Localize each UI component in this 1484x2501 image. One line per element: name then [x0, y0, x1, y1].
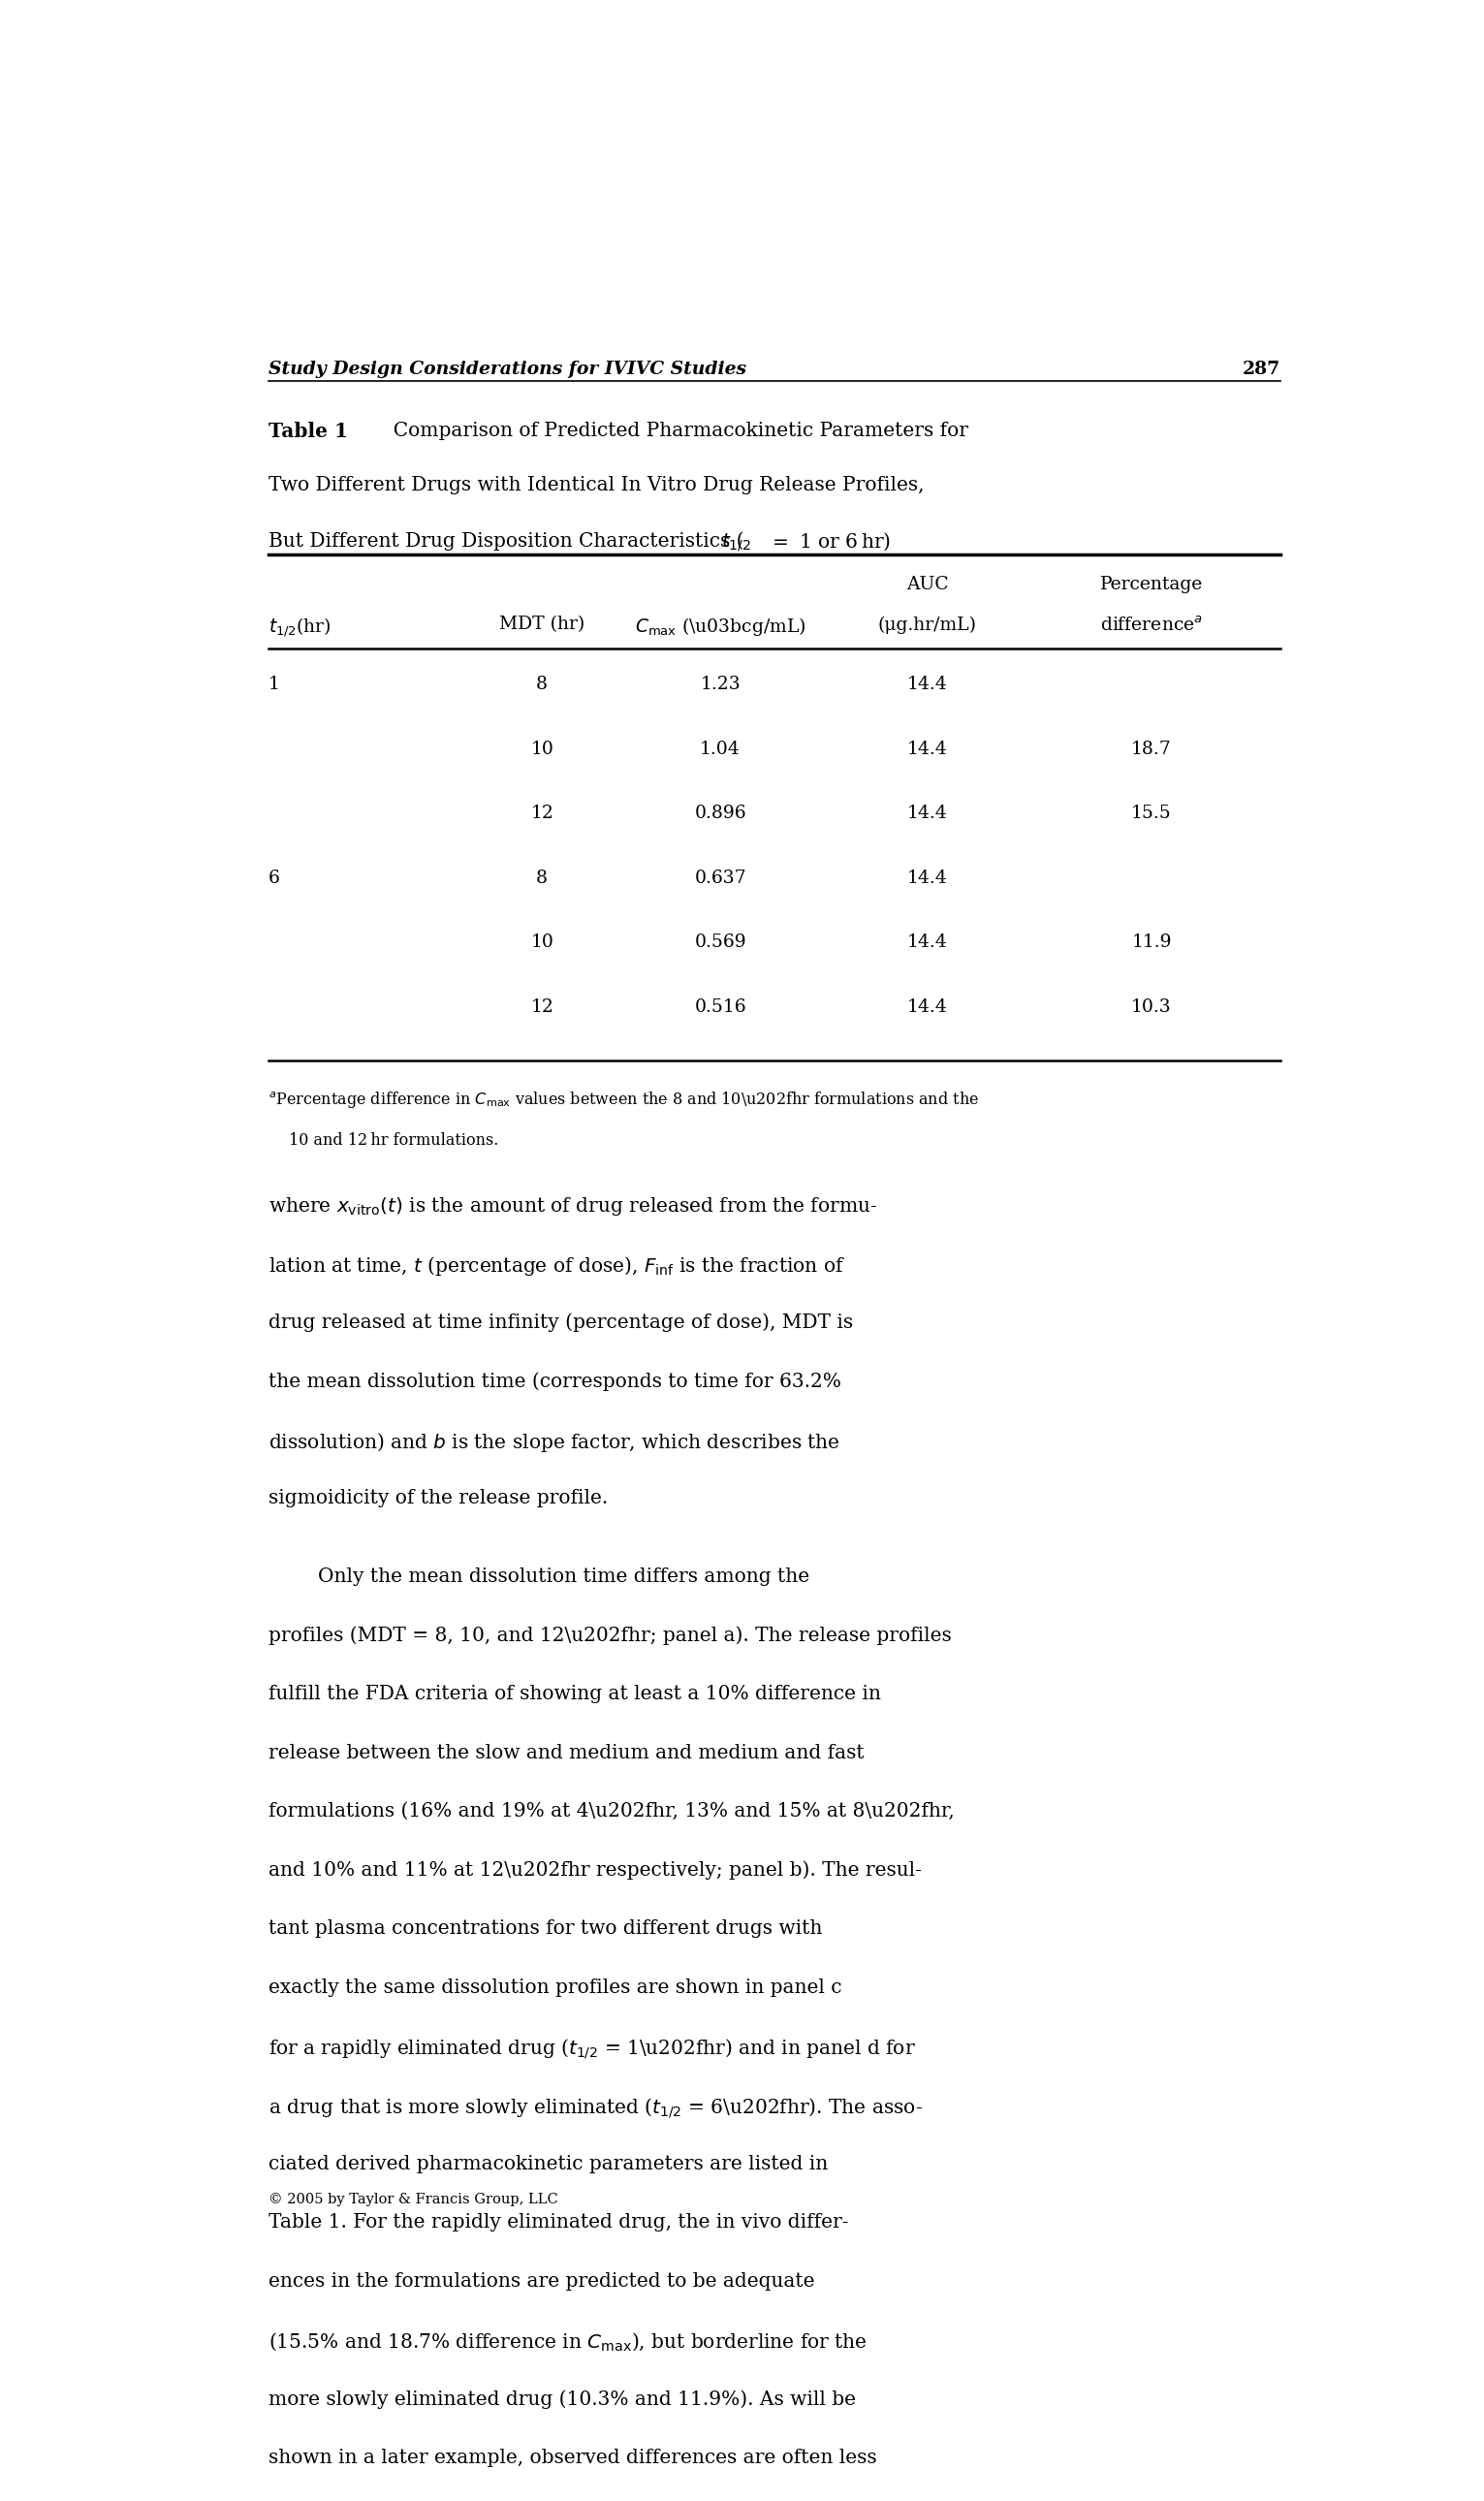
Text: 14.4: 14.4: [907, 740, 948, 758]
Text: 1.04: 1.04: [700, 740, 741, 758]
Text: AUC: AUC: [907, 575, 948, 593]
Text: formulations (16% and 19% at 4\u202fhr, 13% and 15% at 8\u202fhr,: formulations (16% and 19% at 4\u202fhr, …: [269, 1803, 954, 1821]
Text: where $x_\mathrm{vitro}(t)$ is the amount of drug released from the formu-: where $x_\mathrm{vitro}(t)$ is the amoun…: [269, 1195, 877, 1218]
Text: 14.4: 14.4: [907, 933, 948, 950]
Text: for a rapidly eliminated drug ($t_{1/2}$ = 1\u202fhr) and in panel d for: for a rapidly eliminated drug ($t_{1/2}$…: [269, 2038, 916, 2061]
Text: $^a$Percentage difference in $C_{\mathrm{max}}$ values between the 8 and 10\u202: $^a$Percentage difference in $C_{\mathrm…: [269, 1090, 979, 1110]
Text: fulfill the FDA criteria of showing at least a 10% difference in: fulfill the FDA criteria of showing at l…: [269, 1686, 881, 1703]
Text: 11.9: 11.9: [1131, 933, 1172, 950]
Text: 14.4: 14.4: [907, 675, 948, 693]
Text: and 10% and 11% at 12\u202fhr respectively; panel b). The resul-: and 10% and 11% at 12\u202fhr respective…: [269, 1861, 922, 1881]
Text: ciated derived pharmacokinetic parameters are listed in: ciated derived pharmacokinetic parameter…: [269, 2156, 828, 2173]
Text: release between the slow and medium and medium and fast: release between the slow and medium and …: [269, 1743, 864, 1761]
Text: shown in a later example, observed differences are often less: shown in a later example, observed diffe…: [269, 2448, 877, 2466]
Text: $C_{\mathrm{max}}$ (\u03bcg/mL): $C_{\mathrm{max}}$ (\u03bcg/mL): [635, 615, 806, 638]
Text: Percentage: Percentage: [1100, 575, 1204, 593]
Text: 0.569: 0.569: [695, 933, 746, 950]
Text: But Different Drug Disposition Characteristics (: But Different Drug Disposition Character…: [269, 530, 743, 550]
Text: $=$ 1 or 6 hr): $=$ 1 or 6 hr): [769, 530, 890, 553]
Text: 10 and 12 hr formulations.: 10 and 12 hr formulations.: [289, 1133, 499, 1148]
Text: 0.896: 0.896: [695, 805, 746, 823]
Text: (15.5% and 18.7% difference in $C_\mathrm{max}$), but borderline for the: (15.5% and 18.7% difference in $C_\mathr…: [269, 2331, 867, 2353]
Text: 18.7: 18.7: [1131, 740, 1172, 758]
Text: 14.4: 14.4: [907, 998, 948, 1015]
Text: 0.516: 0.516: [695, 998, 746, 1015]
Text: the mean dissolution time (corresponds to time for 63.2%: the mean dissolution time (corresponds t…: [269, 1373, 841, 1391]
Text: 10: 10: [530, 933, 554, 950]
Text: Two Different Drugs with Identical In Vitro Drug Release Profiles,: Two Different Drugs with Identical In Vi…: [269, 475, 925, 495]
Text: a drug that is more slowly eliminated ($t_{1/2}$ = 6\u202fhr). The asso-: a drug that is more slowly eliminated ($…: [269, 2096, 923, 2121]
Text: 6: 6: [269, 870, 280, 888]
Text: 8: 8: [536, 675, 548, 693]
Text: 10: 10: [530, 740, 554, 758]
Text: 0.637: 0.637: [695, 870, 746, 888]
Text: 8: 8: [536, 870, 548, 888]
Text: profiles (MDT = 8, 10, and 12\u202fhr; panel a). The release profiles: profiles (MDT = 8, 10, and 12\u202fhr; p…: [269, 1626, 951, 1646]
Text: © 2005 by Taylor & Francis Group, LLC: © 2005 by Taylor & Francis Group, LLC: [269, 2193, 558, 2206]
Text: 287: 287: [1242, 360, 1281, 378]
Text: sigmoidicity of the release profile.: sigmoidicity of the release profile.: [269, 1488, 608, 1508]
Text: 12: 12: [530, 998, 554, 1015]
Text: tant plasma concentrations for two different drugs with: tant plasma concentrations for two diffe…: [269, 1921, 822, 1938]
Text: difference$^a$: difference$^a$: [1100, 615, 1204, 635]
Text: Only the mean dissolution time differs among the: Only the mean dissolution time differs a…: [269, 1568, 809, 1586]
Text: MDT (hr): MDT (hr): [499, 615, 585, 633]
Text: exactly the same dissolution profiles are shown in panel c: exactly the same dissolution profiles ar…: [269, 1978, 841, 1996]
Text: Comparison of Predicted Pharmacokinetic Parameters for: Comparison of Predicted Pharmacokinetic …: [381, 423, 969, 440]
Text: Table 1: Table 1: [269, 423, 347, 440]
Text: Study Design Considerations for IVIVC Studies: Study Design Considerations for IVIVC St…: [269, 360, 746, 378]
Text: drug released at time infinity (percentage of dose), MDT is: drug released at time infinity (percenta…: [269, 1313, 853, 1333]
Text: 10.3: 10.3: [1131, 998, 1172, 1015]
Text: $t_{1/2}$: $t_{1/2}$: [721, 530, 751, 553]
Text: dissolution) and $b$ is the slope factor, which describes the: dissolution) and $b$ is the slope factor…: [269, 1431, 840, 1453]
Text: 14.4: 14.4: [907, 805, 948, 823]
Text: Table 1. For the rapidly eliminated drug, the in vivo differ-: Table 1. For the rapidly eliminated drug…: [269, 2213, 849, 2231]
Text: 1.23: 1.23: [700, 675, 741, 693]
Text: ences in the formulations are predicted to be adequate: ences in the formulations are predicted …: [269, 2271, 815, 2291]
Text: 12: 12: [530, 805, 554, 823]
Text: 14.4: 14.4: [907, 870, 948, 888]
Text: (μg.hr/mL): (μg.hr/mL): [879, 615, 976, 633]
Text: more slowly eliminated drug (10.3% and 11.9%). As will be: more slowly eliminated drug (10.3% and 1…: [269, 2388, 856, 2408]
Text: $t_{1/2}$(hr): $t_{1/2}$(hr): [269, 615, 331, 640]
Text: 15.5: 15.5: [1131, 805, 1172, 823]
Text: 1: 1: [269, 675, 280, 693]
Text: lation at time, $t$ (percentage of dose), $F_\mathrm{inf}$ is the fraction of: lation at time, $t$ (percentage of dose)…: [269, 1256, 844, 1278]
